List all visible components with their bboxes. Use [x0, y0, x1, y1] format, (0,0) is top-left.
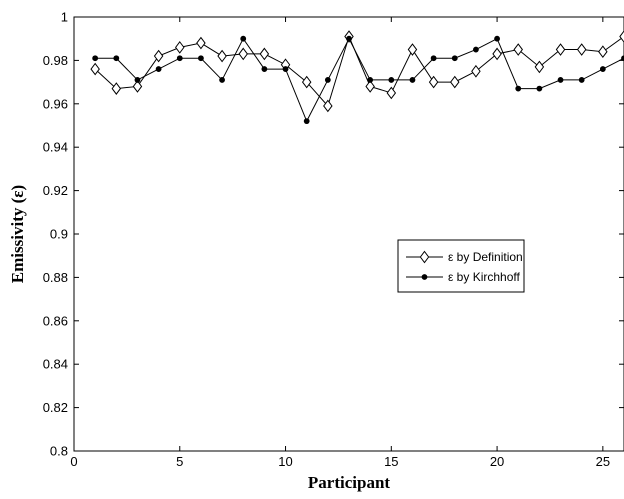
- legend-box: [397, 239, 525, 293]
- x-tick-label: 20: [490, 454, 504, 469]
- data-point-dot: [494, 35, 500, 42]
- data-point-diamond: [301, 75, 312, 89]
- data-point-dot: [536, 85, 543, 92]
- series-line: [95, 37, 624, 123]
- data-point-dot: [346, 35, 352, 42]
- x-tick-label: 15: [384, 454, 398, 469]
- data-point-dot: [176, 55, 183, 62]
- legend-label-definition: ε by Definition: [448, 250, 523, 264]
- data-point-diamond: [153, 49, 164, 63]
- data-point-diamond: [196, 36, 206, 50]
- data-point-diamond: [534, 60, 545, 74]
- x-tick-label: 10: [278, 454, 292, 469]
- y-tick-label: 1: [61, 10, 68, 25]
- y-tick-label: 0.8: [50, 444, 68, 459]
- data-point-dot: [303, 118, 310, 125]
- axis-ticks: [73, 16, 624, 452]
- data-point-diamond: [576, 43, 587, 56]
- data-point-dot: [282, 66, 289, 72]
- data-point-diamond: [450, 75, 460, 89]
- data-point-dot: [198, 55, 204, 62]
- data-point-dot: [515, 85, 522, 92]
- y-tick-label: 0.94: [43, 140, 68, 155]
- data-point-dot: [240, 35, 247, 42]
- plot-area: [73, 16, 624, 452]
- data-point-dot: [113, 55, 120, 62]
- axis-tick-labels: 0 5 10 15 20 25 0.8 0.82 0.84 0.86 0.88 0.9 0.92 0.94…: [43, 10, 610, 470]
- data-point-dot: [155, 66, 162, 72]
- y-axis-title: Emissivity (ε): [8, 185, 27, 283]
- data-point-diamond: [619, 30, 624, 43]
- data-point-dot: [388, 77, 395, 83]
- data-point-diamond: [238, 47, 248, 61]
- data-point-diamond: [555, 43, 566, 56]
- data-point-dot: [473, 46, 479, 53]
- series-definition: [90, 30, 624, 113]
- legend-label-kirchhoff: ε by Kirchhoff: [448, 270, 520, 284]
- data-point-dot: [219, 77, 225, 83]
- data-point-dot: [557, 77, 564, 83]
- series-layer: [90, 30, 624, 125]
- data-point-dot: [324, 77, 331, 83]
- legend-marker-definition-diamond: [419, 250, 430, 264]
- data-point-dot: [599, 66, 606, 72]
- y-tick-label: 0.88: [43, 270, 68, 285]
- y-tick-label: 0.86: [43, 313, 68, 328]
- data-point-diamond: [217, 49, 227, 63]
- data-point-dot: [367, 77, 374, 83]
- y-tick-label: 0.9: [50, 227, 68, 242]
- data-point-diamond: [598, 45, 608, 59]
- data-point-dot: [261, 66, 268, 72]
- data-point-diamond: [175, 41, 185, 54]
- y-tick-label: 0.92: [43, 183, 68, 198]
- x-tick-label: 0: [70, 454, 77, 469]
- data-point-diamond: [471, 64, 481, 78]
- data-point-diamond: [386, 86, 397, 100]
- data-point-diamond: [90, 62, 100, 76]
- legend: ε by Definition ε by Kirchhoff: [397, 239, 525, 293]
- y-tick-label: 0.84: [43, 357, 68, 372]
- data-point-dot: [578, 77, 585, 83]
- data-point-diamond: [407, 43, 418, 56]
- legend-marker-kirchhoff-dot: [421, 274, 428, 280]
- y-tick-label: 0.98: [43, 53, 68, 68]
- data-point-diamond: [132, 80, 143, 93]
- y-tick-label: 0.82: [43, 400, 68, 415]
- data-point-dot: [430, 55, 437, 62]
- data-point-diamond: [513, 43, 523, 56]
- y-tick-label: 0.96: [43, 96, 68, 111]
- series-kirchhoff: [92, 35, 624, 125]
- data-point-diamond: [323, 99, 333, 113]
- data-point-diamond: [428, 75, 439, 89]
- data-point-dot: [92, 55, 99, 62]
- x-axis-title: Participant: [308, 473, 390, 492]
- data-point-dot: [409, 77, 416, 83]
- data-point-dot: [451, 55, 458, 62]
- x-tick-label: 25: [596, 454, 610, 469]
- data-point-diamond: [365, 80, 375, 93]
- x-tick-label: 5: [176, 454, 183, 469]
- data-point-dot: [134, 77, 141, 83]
- data-point-diamond: [259, 47, 270, 61]
- data-point-diamond: [492, 47, 502, 61]
- data-point-diamond: [111, 82, 122, 95]
